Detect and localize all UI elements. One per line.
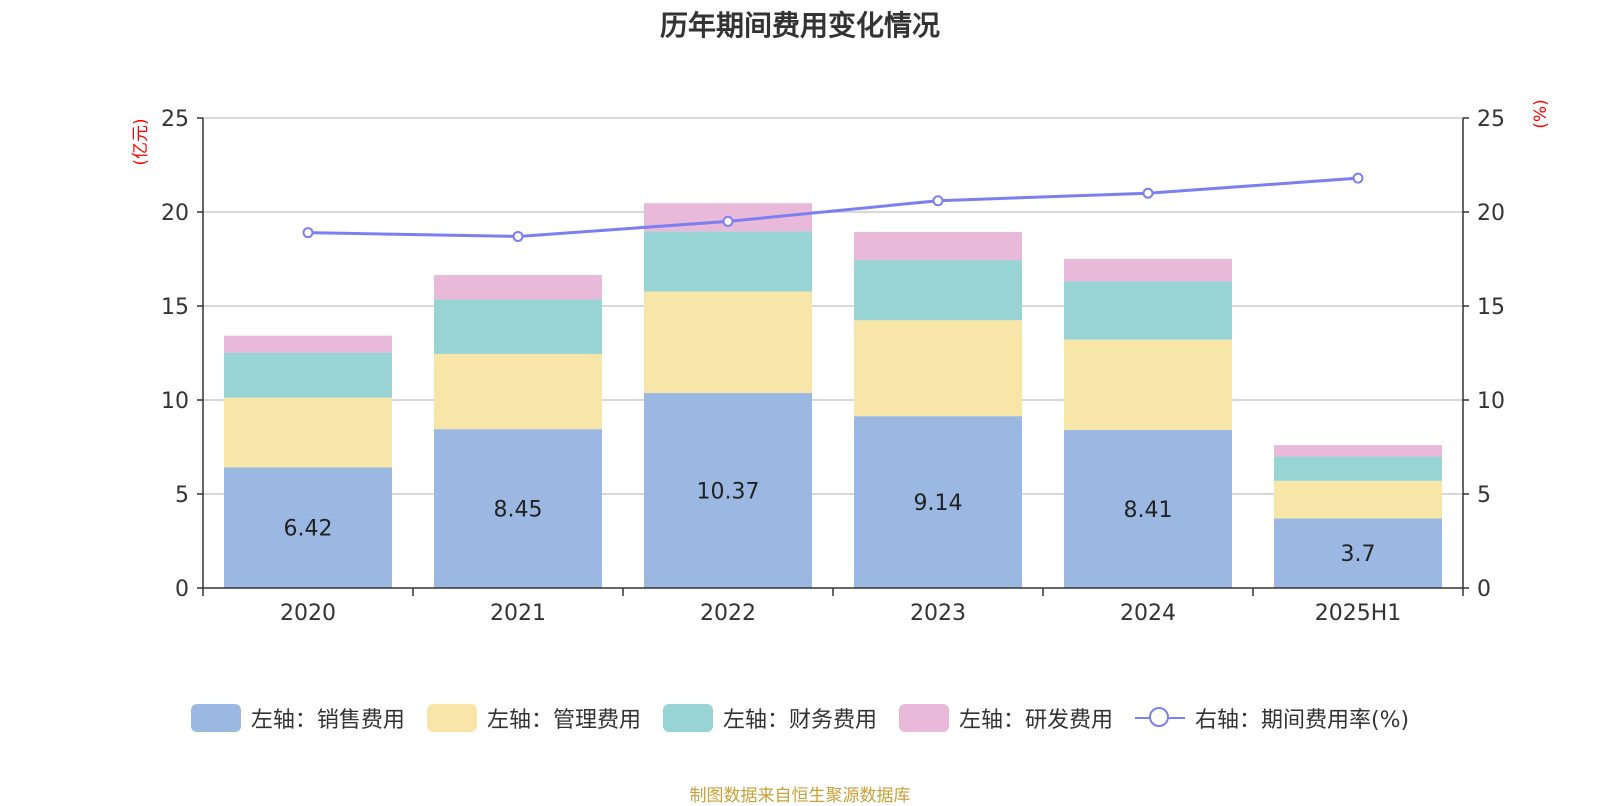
- right-tick-label: 10: [1477, 389, 1505, 414]
- left-tick-label: 10: [161, 389, 189, 414]
- legend-label: 左轴：财务费用: [722, 708, 877, 733]
- x-tick-label: 2020: [280, 601, 336, 626]
- legend-swatch: [190, 704, 241, 732]
- bar-data-label: 10.37: [697, 480, 760, 505]
- legend-item[interactable]: 左轴：财务费用: [662, 702, 877, 734]
- bar-segment-0: [644, 393, 812, 588]
- legend-swatch: [426, 704, 477, 732]
- rate-line: [307, 176, 1359, 238]
- left-tick-label: 20: [161, 201, 189, 226]
- bar-segment-3: [1064, 258, 1232, 282]
- bar-segment-1: [854, 320, 1022, 417]
- rate-line-series: [302, 172, 1364, 242]
- legend-item[interactable]: 左轴：研发费用: [898, 702, 1113, 734]
- rate-point: [1142, 187, 1154, 199]
- bar-data-label: 3.7: [1341, 542, 1376, 567]
- legend-swatch: [898, 704, 949, 732]
- bar-segment-3: [1274, 445, 1442, 457]
- rate-point: [302, 227, 314, 239]
- legend-label: 右轴：期间费用率(%): [1194, 708, 1410, 733]
- legend: 左轴：销售费用 左轴：管理费用 左轴：财务费用 左轴：研发费用 右轴：期间费用率(%): [0, 702, 1600, 734]
- bar-segment-1: [644, 291, 812, 394]
- legend-label: 左轴：研发费用: [958, 708, 1113, 733]
- bar-segment-1: [1274, 480, 1442, 519]
- bar-series: [224, 203, 1442, 588]
- x-tick-label: 2023: [910, 601, 966, 626]
- axes: 0 5 10 15 20 25 0 5 10 15 20 25 2020 2021 2022 2023 2024…: [131, 99, 1551, 626]
- bar-data-label: 9.14: [914, 491, 963, 516]
- bar-segment-0: [1274, 518, 1442, 588]
- bar-segment-2: [434, 299, 602, 354]
- x-tick-label: 2024: [1120, 601, 1176, 626]
- legend-swatch: [1134, 704, 1185, 732]
- right-tick-label: 5: [1477, 483, 1491, 508]
- legend-label: 左轴：管理费用: [486, 708, 641, 733]
- bar-segment-3: [224, 335, 392, 353]
- bar-segment-3: [434, 274, 602, 300]
- x-tick-label: 2022: [700, 601, 756, 626]
- bar-segment-3: [854, 231, 1022, 261]
- bar-data-label: 8.41: [1124, 498, 1173, 523]
- right-axis-unit: (%): [1531, 99, 1551, 128]
- bar-segment-2: [1064, 281, 1232, 340]
- legend-item[interactable]: 左轴：管理费用: [426, 702, 641, 734]
- bar-segment-2: [854, 260, 1022, 321]
- right-tick-label: 15: [1477, 295, 1505, 320]
- rate-point: [722, 215, 734, 227]
- legend-item[interactable]: 左轴：销售费用: [190, 702, 405, 734]
- left-tick-label: 0: [175, 577, 189, 602]
- legend-label: 左轴：销售费用: [250, 708, 405, 733]
- rate-point: [932, 195, 944, 207]
- bar-segment-0: [434, 429, 602, 588]
- bar-segment-0: [854, 416, 1022, 588]
- bar-segment-0: [1064, 429, 1232, 588]
- bar-data-label: 6.42: [284, 517, 333, 542]
- bar-segment-1: [224, 397, 392, 468]
- legend-item[interactable]: 右轴：期间费用率(%): [1134, 702, 1410, 734]
- legend-swatch: [662, 704, 713, 732]
- right-tick-label: 20: [1477, 201, 1505, 226]
- bar-segment-2: [1274, 456, 1442, 481]
- bar-data-label: 8.45: [494, 498, 543, 523]
- bar-segment-1: [1064, 339, 1232, 430]
- bar-segment-0: [224, 467, 392, 588]
- left-tick-label: 5: [175, 483, 189, 508]
- rate-point: [512, 230, 524, 242]
- x-tick-label: 2021: [490, 601, 546, 626]
- right-tick-label: 0: [1477, 577, 1491, 602]
- right-tick-label: 25: [1477, 107, 1505, 132]
- chart-title: 历年期间费用变化情况: [659, 9, 940, 42]
- rate-point: [1352, 172, 1364, 184]
- source-note: 制图数据来自恒生聚源数据库: [689, 786, 911, 806]
- bar-segment-2: [644, 231, 812, 292]
- bar-segment-2: [224, 352, 392, 398]
- data-labels: 6.42 8.45 10.37 9.14 8.41 3.7: [284, 480, 1376, 568]
- left-tick-label: 25: [161, 107, 189, 132]
- bar-segment-1: [434, 353, 602, 430]
- left-tick-label: 15: [161, 295, 189, 320]
- x-tick-label: 2025H1: [1315, 601, 1402, 626]
- left-axis-unit: (亿元): [131, 118, 151, 165]
